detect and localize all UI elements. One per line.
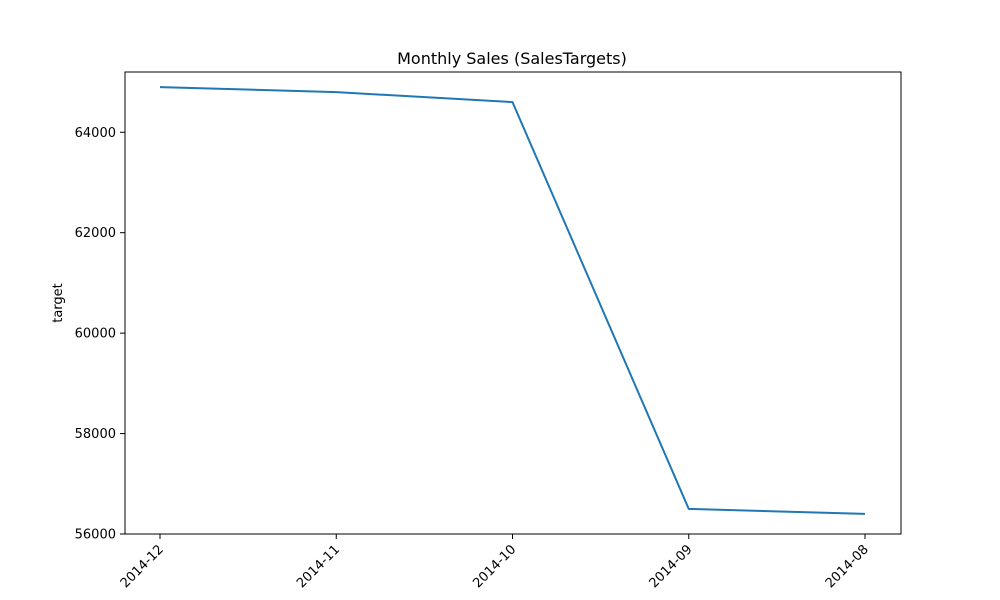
x-tick-label: 2014-11 xyxy=(294,542,343,591)
y-tick-label: 58000 xyxy=(75,427,116,442)
x-tick-label: 2014-09 xyxy=(647,542,696,591)
x-tick-label: 2014-10 xyxy=(470,542,519,591)
y-axis-label: target xyxy=(51,283,66,323)
series-line xyxy=(159,86,866,515)
y-tick-label: 60000 xyxy=(75,327,116,342)
chart-title: Monthly Sales (SalesTargets) xyxy=(397,49,627,68)
plot-frame xyxy=(124,71,902,535)
x-tick-label: 2014-12 xyxy=(118,542,167,591)
y-tick-label: 56000 xyxy=(75,528,116,543)
x-tick-label: 2014-08 xyxy=(823,542,872,591)
series-layer xyxy=(159,86,866,515)
y-tick-label: 64000 xyxy=(75,126,116,141)
y-tick-label: 62000 xyxy=(75,226,116,241)
ticks-layer: 56000 58000 60000 62000 64000 2014-12 2014-11 2… xyxy=(75,126,872,591)
